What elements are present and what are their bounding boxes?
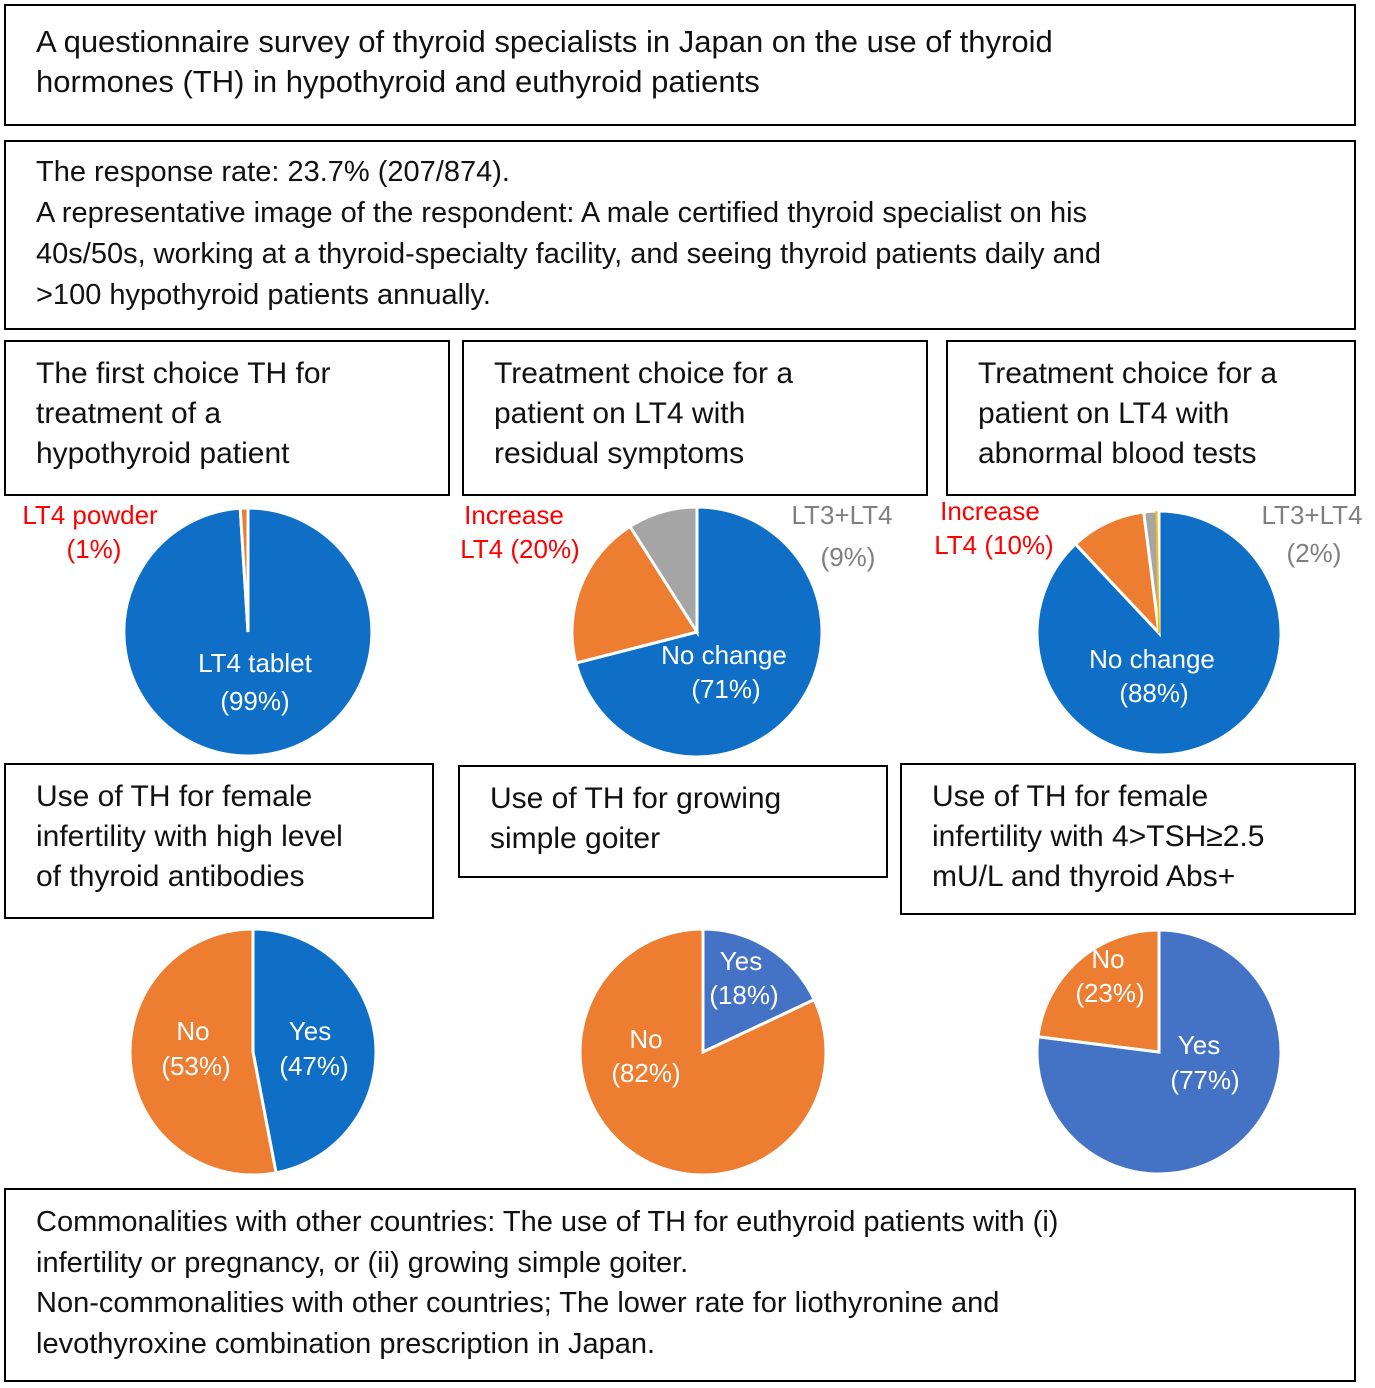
title-box: A questionnaire survey of thyroid specia… xyxy=(4,4,1356,126)
pie-3-pct-1: (88%) xyxy=(1119,678,1188,708)
pie-6-pct-1: (77%) xyxy=(1170,1065,1239,1095)
pie-3-pct-3: (2%) xyxy=(1287,538,1342,568)
pie-1-title-box: The first choice TH for treatment of a h… xyxy=(4,340,450,496)
summary-text: Commonalities with other countries: The … xyxy=(36,1206,1059,1360)
pie-3-label-1: No change xyxy=(1089,644,1215,674)
pie-2-slice-1 xyxy=(574,505,824,759)
pie-6-pct-2: (23%) xyxy=(1075,978,1144,1008)
pie-6-label-2: No xyxy=(1091,944,1124,974)
pie-2-pct-2: LT4 (20%) xyxy=(460,534,579,564)
pie-6-title-box: Use of TH for female infertility with 4>… xyxy=(900,763,1356,915)
pie-1-pct-1: (99%) xyxy=(220,686,289,716)
pie-5-slice-2 xyxy=(578,927,828,1177)
pie-3-label-2: Increase xyxy=(940,496,1040,526)
respondents-text: The response rate: 23.7% (207/874). A re… xyxy=(36,156,1101,311)
pie-4-title: Use of TH for female infertility with hi… xyxy=(36,780,343,893)
pie-5-pct-1: (18%) xyxy=(709,980,778,1010)
pie-5-title: Use of TH for growing simple goiter xyxy=(490,782,782,855)
pie-4-title-box: Use of TH for female infertility with hi… xyxy=(4,763,434,919)
pie-2-pct-1: (71%) xyxy=(691,674,760,704)
pie-3-slice-3 xyxy=(1142,509,1161,634)
pie-1-slice-2 xyxy=(238,506,250,633)
pie-2-pct-3: (9%) xyxy=(821,542,876,572)
pie-5-title-box: Use of TH for growing simple goiter xyxy=(458,765,888,878)
pie-2-label-1: No change xyxy=(661,640,787,670)
pie-2-label-3: LT3+LT4 xyxy=(792,500,893,530)
pie-3-title: Treatment choice for a patient on LT4 wi… xyxy=(978,357,1278,470)
pie-2-slice-2 xyxy=(570,524,700,665)
pie-6-label-1: Yes xyxy=(1178,1030,1220,1060)
pie-3-label-3: LT3+LT4 xyxy=(1262,500,1363,530)
pie-6-title: Use of TH for female infertility with 4>… xyxy=(932,780,1265,893)
pie-4-pct-1: (47%) xyxy=(279,1051,348,1081)
pie-3-accent-line xyxy=(1155,511,1160,634)
pie-1-title: The first choice TH for treatment of a h… xyxy=(36,357,331,470)
pie-5-pct-2: (82%) xyxy=(611,1058,680,1088)
pie-2-slice-3 xyxy=(627,505,699,638)
pie-4-slice-2 xyxy=(128,927,278,1177)
pie-4-pct-2: (53%) xyxy=(161,1051,230,1081)
pie-6-slice-2 xyxy=(1036,928,1161,1054)
pie-4-label-2: No xyxy=(176,1016,209,1046)
summary-box: Commonalities with other countries: The … xyxy=(4,1188,1356,1382)
pie-1-label-1: LT4 tablet xyxy=(198,648,312,678)
respondents-box: The response rate: 23.7% (207/874). A re… xyxy=(4,140,1356,330)
pie-2-label-2: Increase xyxy=(464,500,564,530)
pie-2-title-box: Treatment choice for a patient on LT4 wi… xyxy=(462,340,928,496)
pie-3-title-box: Treatment choice for a patient on LT4 wi… xyxy=(946,340,1356,496)
pie-2-title: Treatment choice for a patient on LT4 wi… xyxy=(494,357,794,470)
pie-5-slice-1 xyxy=(701,927,817,1055)
page-title: A questionnaire survey of thyroid specia… xyxy=(36,24,1053,99)
pie-4-slice-1 xyxy=(251,927,378,1175)
pie-5-label-2: No xyxy=(629,1024,662,1054)
pie-5-label-1: Yes xyxy=(720,946,762,976)
pie-1-pct-2: (1%) xyxy=(67,534,122,564)
pie-4-label-1: Yes xyxy=(289,1016,331,1046)
pie-3-pct-2: LT4 (10%) xyxy=(934,530,1053,560)
pie-1-label-2: LT4 powder xyxy=(22,500,158,530)
